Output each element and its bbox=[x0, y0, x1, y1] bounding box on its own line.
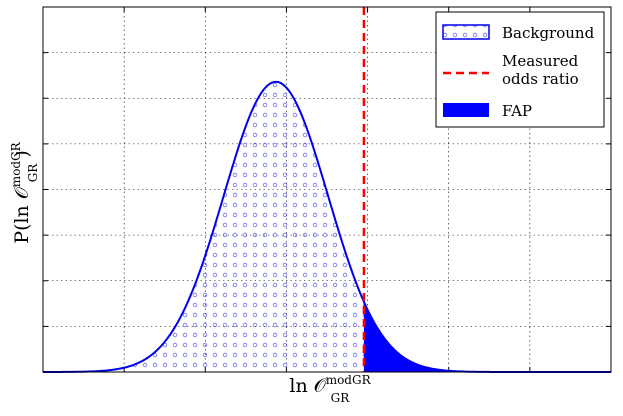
legend-measured-label: Measured bbox=[502, 52, 579, 70]
plot-frame bbox=[42, 6, 612, 373]
legend-measured-label-2: odds ratio bbox=[502, 70, 579, 88]
y-axis-label: P(ln 𝒪modGR GR) bbox=[9, 141, 40, 243]
x-axis-label: ln 𝒪modGR GR bbox=[289, 373, 371, 405]
legend-fap-swatch bbox=[443, 103, 489, 117]
legend: Background Measured odds ratio FAP bbox=[435, 11, 605, 128]
legend-background-label: Background bbox=[502, 24, 595, 42]
background-area bbox=[43, 81, 611, 372]
fap-area bbox=[363, 301, 611, 372]
legend-background-swatch bbox=[442, 24, 490, 40]
legend-fap-label: FAP bbox=[502, 102, 532, 120]
